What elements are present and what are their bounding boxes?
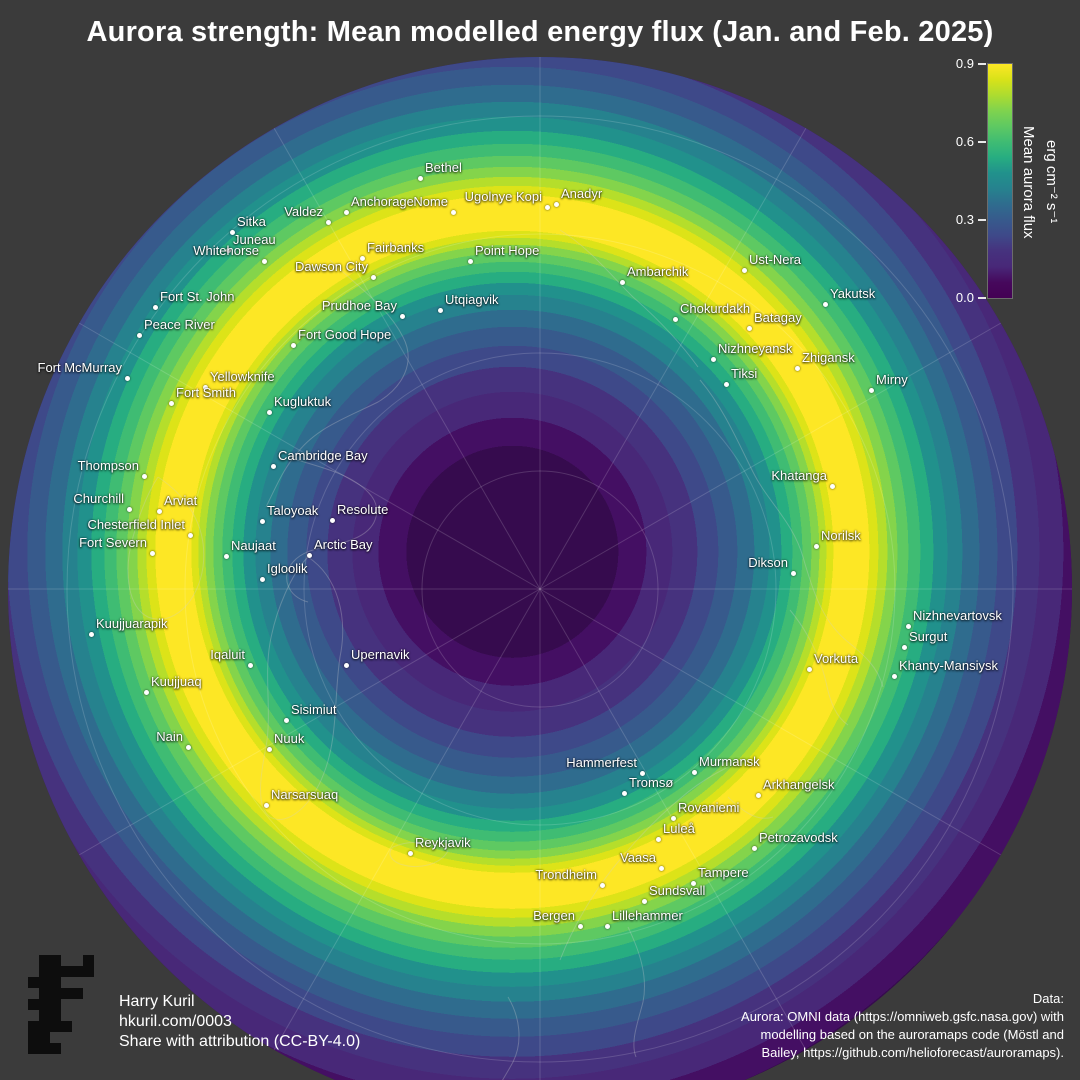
colorbar-tick <box>978 63 986 65</box>
figure-title: Aurora strength: Mean modelled energy fl… <box>86 16 994 48</box>
graticule <box>8 57 1072 1080</box>
license-note: Share with attribution (CC-BY-4.0) <box>119 1033 361 1050</box>
author-url: hkuril.com/0003 <box>119 1013 232 1030</box>
data-credit-line: Bailey, https://github.com/helioforecast… <box>761 1045 1064 1060</box>
aurora-flux-layer <box>8 57 1072 1080</box>
data-credit-line: modelling based on the auroramaps code (… <box>760 1027 1064 1042</box>
polar-map <box>8 57 1072 1080</box>
data-credit-line: Aurora: OMNI data (https://omniweb.gsfc.… <box>741 1009 1064 1024</box>
colorbar-title: Mean aurora flux <box>1020 125 1037 239</box>
colorbar-tick <box>978 297 986 299</box>
colorbar-tick <box>978 141 986 143</box>
colorbar-gradient <box>987 63 1013 299</box>
logo <box>28 955 94 1054</box>
author-block: Harry Kuril hkuril.com/0003 Share with a… <box>28 955 360 1054</box>
colorbar-unit: erg cm⁻² s⁻¹ <box>1043 140 1060 224</box>
data-credit: Data: Aurora: OMNI data (https://omniweb… <box>741 990 1064 1062</box>
author-name: Harry Kuril <box>119 993 195 1010</box>
colorbar-tick-label: 0.6 <box>955 134 974 149</box>
colorbar-tick <box>978 219 986 221</box>
map-overlay <box>8 57 1072 1080</box>
coastlines <box>127 229 884 1080</box>
colorbar-tick-label: 0.0 <box>955 290 974 305</box>
colorbar-tick-label: 0.9 <box>955 56 974 71</box>
colorbar-tick-label: 0.3 <box>955 212 974 227</box>
data-credit-line: Data: <box>1032 991 1064 1006</box>
